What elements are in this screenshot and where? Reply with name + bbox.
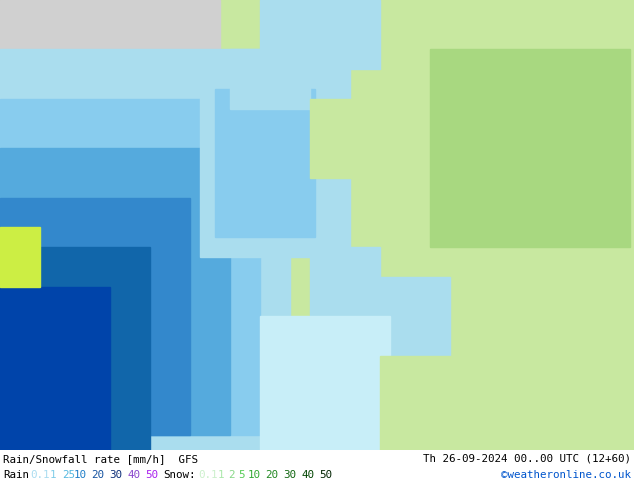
Text: 30: 30	[283, 470, 296, 480]
Bar	[0, 0, 220, 450]
Text: Snow:: Snow:	[163, 470, 195, 480]
Text: 2: 2	[228, 470, 235, 480]
Bar	[230, 49, 310, 109]
Text: ©weatheronline.co.uk: ©weatheronline.co.uk	[501, 470, 631, 480]
Text: 5: 5	[238, 470, 245, 480]
Bar	[310, 99, 380, 178]
Text: 20: 20	[265, 470, 278, 480]
Text: 20: 20	[91, 470, 104, 480]
Bar	[0, 49, 290, 450]
Text: 30: 30	[109, 470, 122, 480]
Bar	[310, 247, 380, 346]
Text: Rain/Snowfall rate [mm/h]  GFS: Rain/Snowfall rate [mm/h] GFS	[3, 454, 198, 464]
Bar	[370, 277, 450, 356]
Bar	[260, 317, 390, 450]
Text: 10: 10	[248, 470, 261, 480]
Bar	[0, 99, 260, 435]
Text: 1: 1	[218, 470, 224, 480]
Bar	[370, 0, 634, 450]
Bar	[0, 198, 190, 435]
Text: 25: 25	[62, 470, 75, 480]
Text: 10: 10	[74, 470, 87, 480]
Text: 1: 1	[50, 470, 56, 480]
Bar	[215, 89, 315, 237]
Bar	[0, 227, 40, 287]
Bar	[380, 356, 480, 450]
Bar	[260, 0, 380, 69]
Text: 50: 50	[319, 470, 332, 480]
Bar	[200, 59, 350, 257]
Text: Th 26-09-2024 00..00 UTC (12+60): Th 26-09-2024 00..00 UTC (12+60)	[423, 454, 631, 464]
Bar	[430, 49, 630, 247]
Text: 40: 40	[301, 470, 314, 480]
Bar	[0, 148, 230, 435]
Bar	[0, 247, 150, 450]
Text: 50: 50	[145, 470, 158, 480]
Text: 0.1: 0.1	[198, 470, 217, 480]
Bar	[0, 287, 110, 450]
Text: 0.1: 0.1	[30, 470, 49, 480]
Text: Rain: Rain	[3, 470, 29, 480]
Text: 40: 40	[127, 470, 140, 480]
